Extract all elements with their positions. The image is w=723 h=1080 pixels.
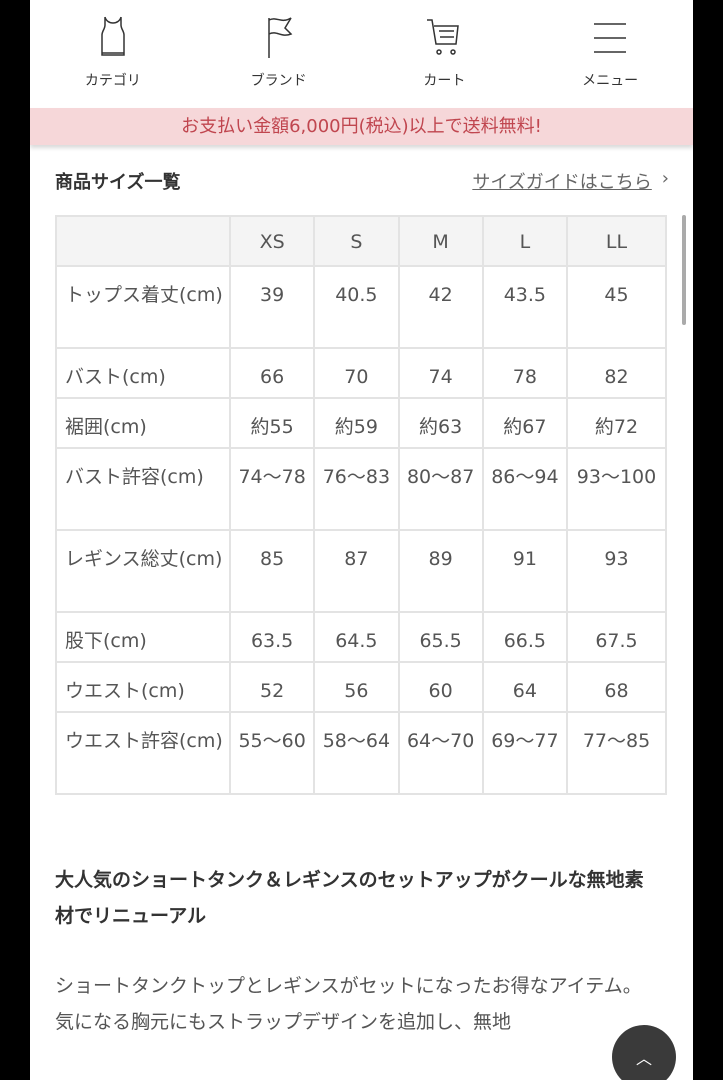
menu-icon — [594, 23, 627, 53]
table-row: 裾囲(cm) 約55 約59 約63 約67 約72 — [55, 397, 667, 449]
table-cell: 約72 — [566, 397, 667, 449]
table-cell: 80〜87 — [397, 447, 484, 531]
table-cell: LL — [566, 215, 667, 267]
table-row: レギンス総丈(cm) 85 87 89 91 93 — [55, 529, 667, 613]
table-cell: 82 — [566, 347, 667, 399]
nav-label: カテゴリ — [84, 73, 141, 89]
row-label: ウエスト許容(cm) — [55, 711, 231, 795]
table-cell: 68 — [566, 661, 667, 713]
table-cell: 77〜85 — [566, 711, 667, 795]
table-cell: 70 — [313, 347, 400, 399]
table-cell: 74〜78 — [228, 447, 316, 531]
table-row: ウエスト(cm) 52 56 60 64 68 — [55, 661, 667, 713]
table-cell: 64 — [481, 661, 569, 713]
table-cell: 約67 — [481, 397, 569, 449]
top-nav: カテゴリ ブランド カート メニュー — [30, 0, 693, 108]
scrollbar[interactable] — [682, 215, 686, 325]
back-to-top-button[interactable]: ︿ — [612, 1025, 676, 1080]
table-cell: 42 — [397, 265, 484, 349]
table-row: ウエスト許容(cm) 55〜60 58〜64 64〜70 69〜77 77〜85 — [55, 711, 667, 795]
table-cell: 45 — [566, 265, 667, 349]
section-title: 商品サイズ一覧 — [55, 172, 181, 193]
table-cell: 60 — [397, 661, 484, 713]
table-cell: L — [481, 215, 569, 267]
table-cell: XS — [228, 215, 316, 267]
nav-cart[interactable]: カート — [362, 0, 528, 108]
table-cell: 89 — [397, 529, 484, 613]
free-shipping-banner: お支払い金額6,000円(税込)以上で送料無料! — [30, 108, 693, 145]
nav-category[interactable]: カテゴリ — [30, 0, 196, 108]
nav-label: ブランド — [250, 73, 307, 89]
row-label — [55, 215, 231, 267]
row-label: ウエスト(cm) — [55, 661, 231, 713]
row-label: トップス着丈(cm) — [55, 265, 231, 349]
table-cell: 40.5 — [313, 265, 400, 349]
table-cell: 約59 — [313, 397, 400, 449]
table-cell: 67.5 — [566, 611, 667, 663]
table-row: バスト(cm) 66 70 74 78 82 — [55, 347, 667, 399]
table-cell: 86〜94 — [481, 447, 569, 531]
table-cell: 約63 — [397, 397, 484, 449]
table-cell: S — [313, 215, 400, 267]
row-label: レギンス総丈(cm) — [55, 529, 231, 613]
table-cell: 63.5 — [228, 611, 316, 663]
table-cell: 58〜64 — [313, 711, 400, 795]
chevron-right-icon: › — [661, 168, 669, 189]
flag-icon — [267, 17, 292, 58]
table-cell: 78 — [481, 347, 569, 399]
table-cell: 64〜70 — [397, 711, 484, 795]
table-cell: 85 — [228, 529, 316, 613]
table-cell: 52 — [228, 661, 316, 713]
row-label: 股下(cm) — [55, 611, 231, 663]
size-guide-link[interactable]: サイズガイドはこちら › — [472, 168, 669, 194]
table-cell: M — [397, 215, 484, 267]
table-header-row: XS S M L LL — [55, 215, 667, 267]
table-cell: 39 — [228, 265, 316, 349]
row-label: 裾囲(cm) — [55, 397, 231, 449]
description-body: ショートタンクトップとレギンスがセットになったお得なアイテム。 気になる胸元にも… — [55, 975, 642, 1033]
nav-label: メニュー — [582, 73, 639, 89]
table-cell: 43.5 — [481, 265, 569, 349]
table-cell: 93 — [566, 529, 667, 613]
table-row: バスト許容(cm) 74〜78 76〜83 80〜87 86〜94 93〜100 — [55, 447, 667, 531]
row-label: バスト(cm) — [55, 347, 231, 399]
table-cell: 55〜60 — [228, 711, 316, 795]
table-row: 股下(cm) 63.5 64.5 65.5 66.5 67.5 — [55, 611, 667, 663]
table-cell: 93〜100 — [566, 447, 667, 531]
nav-brand[interactable]: ブランド — [196, 0, 362, 108]
chevron-up-icon: ︿ — [635, 1049, 652, 1068]
screen: カテゴリ ブランド カート メニュー お支払い金額6,000円(税込)以上で送料… — [30, 0, 693, 1080]
table-cell: 69〜77 — [481, 711, 569, 795]
nav-menu[interactable]: メニュー — [527, 0, 693, 108]
table-cell: 74 — [397, 347, 484, 399]
table-cell: 約55 — [228, 397, 316, 449]
size-table: XS S M L LL トップス着丈(cm) 39 40.5 42 43.5 45 バスト(cm) 66… — [55, 215, 667, 795]
table-cell: 91 — [481, 529, 569, 613]
cart-icon — [427, 19, 460, 55]
description-heading: 大人気のショートタンク＆レギンスのセットアップがクールな無地素材でリニューアル — [55, 869, 644, 927]
table-cell: 65.5 — [397, 611, 484, 663]
table-cell: 56 — [313, 661, 400, 713]
table-cell: 66 — [228, 347, 316, 399]
table-cell: 66.5 — [481, 611, 569, 663]
nav-label: カート — [423, 73, 466, 89]
table-cell: 64.5 — [313, 611, 400, 663]
size-guide-label[interactable]: サイズガイドはこちら — [472, 172, 652, 193]
table-cell: 76〜83 — [313, 447, 400, 531]
row-label: バスト許容(cm) — [55, 447, 231, 531]
table-cell: 87 — [313, 529, 400, 613]
table-row: トップス着丈(cm) 39 40.5 42 43.5 45 — [55, 265, 667, 349]
tank-top-icon — [101, 16, 125, 56]
